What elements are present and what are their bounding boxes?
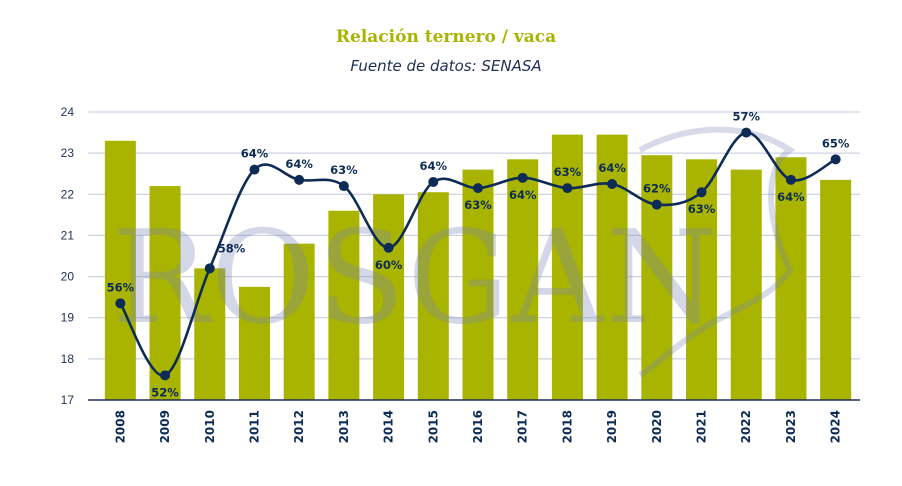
y-tick-label: 21	[61, 228, 75, 242]
y-tick-label: 20	[61, 270, 75, 284]
rosgan-watermark: ROSGAN	[112, 126, 796, 378]
data-point	[785, 174, 796, 185]
percentage-label: 63%	[330, 163, 358, 177]
percentage-labels: 56% 52% 58% 64% 64% 63% 60% 64% 63% 64% 63% 64% 62% 6…	[107, 110, 850, 400]
data-point	[607, 179, 618, 189]
y-tick-label: 24	[61, 105, 75, 119]
percentage-label: 64%	[241, 147, 269, 161]
y-tick-label: 19	[61, 311, 75, 325]
bar	[462, 169, 494, 400]
percentage-label: 60%	[375, 258, 403, 272]
percentage-label: 64%	[509, 188, 537, 202]
watermark-text: ROSGAN	[112, 204, 720, 353]
bar	[820, 179, 852, 400]
bar	[283, 243, 315, 400]
x-tick-label: 2018	[560, 410, 574, 443]
percentage-label: 56%	[107, 280, 135, 294]
bar	[551, 134, 583, 400]
bar	[373, 194, 405, 400]
percentage-label: 64%	[285, 157, 313, 171]
ratio-points	[115, 127, 841, 381]
x-tick-label: 2017	[516, 410, 530, 443]
data-point	[741, 127, 752, 138]
x-tick-label: 2019	[605, 410, 619, 443]
data-point	[830, 154, 841, 165]
data-point	[651, 199, 662, 210]
bar	[328, 210, 360, 400]
data-point	[517, 172, 528, 183]
data-point	[562, 183, 573, 194]
bar	[104, 140, 136, 401]
percentage-label: 64%	[598, 161, 626, 175]
percentage-label: 64%	[777, 190, 805, 204]
bar	[775, 157, 807, 400]
ratio-line	[119, 131, 837, 377]
data-point	[338, 181, 349, 192]
percentage-label: 62%	[643, 182, 671, 196]
data-point	[204, 263, 215, 274]
y-tick-label: 17	[61, 393, 75, 407]
percentage-label: 65%	[822, 136, 850, 150]
x-tick-label: 2020	[650, 410, 664, 443]
x-axis: 2008 2009 2010 2011 2012 2013 2014 2015 2016 2017…	[113, 410, 842, 443]
percentage-label: 58%	[218, 241, 246, 255]
x-tick-label: 2010	[203, 410, 217, 443]
bar	[417, 192, 449, 400]
y-tick-label: 22	[61, 187, 75, 201]
bar	[194, 268, 226, 400]
data-point	[294, 174, 305, 185]
percentage-label: 63%	[688, 202, 716, 216]
y-tick-label: 23	[61, 146, 75, 160]
x-tick-label: 2023	[784, 410, 798, 443]
data-point	[383, 242, 394, 253]
x-tick-label: 2022	[739, 410, 753, 443]
percentage-label: 63%	[464, 198, 492, 212]
percentage-label: 64%	[420, 159, 448, 173]
chart-title: Relación ternero / vaca	[336, 27, 556, 47]
x-tick-label: 2024	[829, 410, 843, 443]
bull-head-outline	[638, 126, 796, 378]
data-point	[473, 183, 483, 194]
bar	[730, 169, 762, 400]
bar	[596, 134, 628, 400]
x-tick-label: 2011	[247, 410, 261, 443]
data-point	[428, 176, 439, 187]
x-tick-label: 2021	[695, 410, 709, 443]
x-tick-label: 2012	[292, 410, 306, 443]
bar	[641, 155, 673, 400]
data-point	[696, 187, 707, 198]
bar	[238, 286, 270, 400]
y-axis: 17 18 19 20 21 22 23 24	[61, 105, 75, 407]
bar	[507, 159, 539, 400]
x-tick-label: 2009	[158, 410, 172, 443]
y-tick-label: 18	[61, 352, 75, 366]
data-point	[249, 164, 260, 175]
percentage-label: 52%	[151, 385, 179, 399]
x-tick-label: 2015	[426, 410, 440, 443]
x-tick-label: 2016	[471, 410, 485, 443]
x-tick-label: 2014	[382, 410, 396, 443]
x-tick-label: 2013	[337, 410, 351, 443]
data-point	[160, 370, 171, 381]
percentage-label: 63%	[554, 165, 582, 179]
data-point	[115, 298, 126, 309]
x-tick-label: 2008	[113, 410, 127, 443]
chart-subtitle: Fuente de datos: SENASA	[350, 57, 541, 75]
percentage-label: 57%	[732, 110, 760, 124]
